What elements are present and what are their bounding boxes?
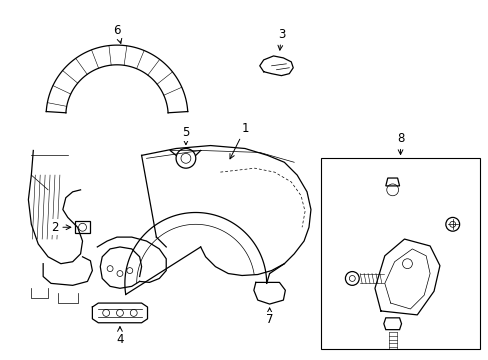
- Text: 5: 5: [182, 126, 189, 145]
- Text: 3: 3: [277, 28, 285, 50]
- Text: 2: 2: [51, 221, 71, 234]
- Text: 6: 6: [113, 24, 122, 43]
- Text: 1: 1: [229, 122, 248, 159]
- Text: 8: 8: [396, 132, 404, 154]
- Text: 4: 4: [116, 327, 123, 346]
- Bar: [75, 221, 90, 233]
- Bar: [320, 158, 479, 349]
- Text: 7: 7: [265, 308, 273, 326]
